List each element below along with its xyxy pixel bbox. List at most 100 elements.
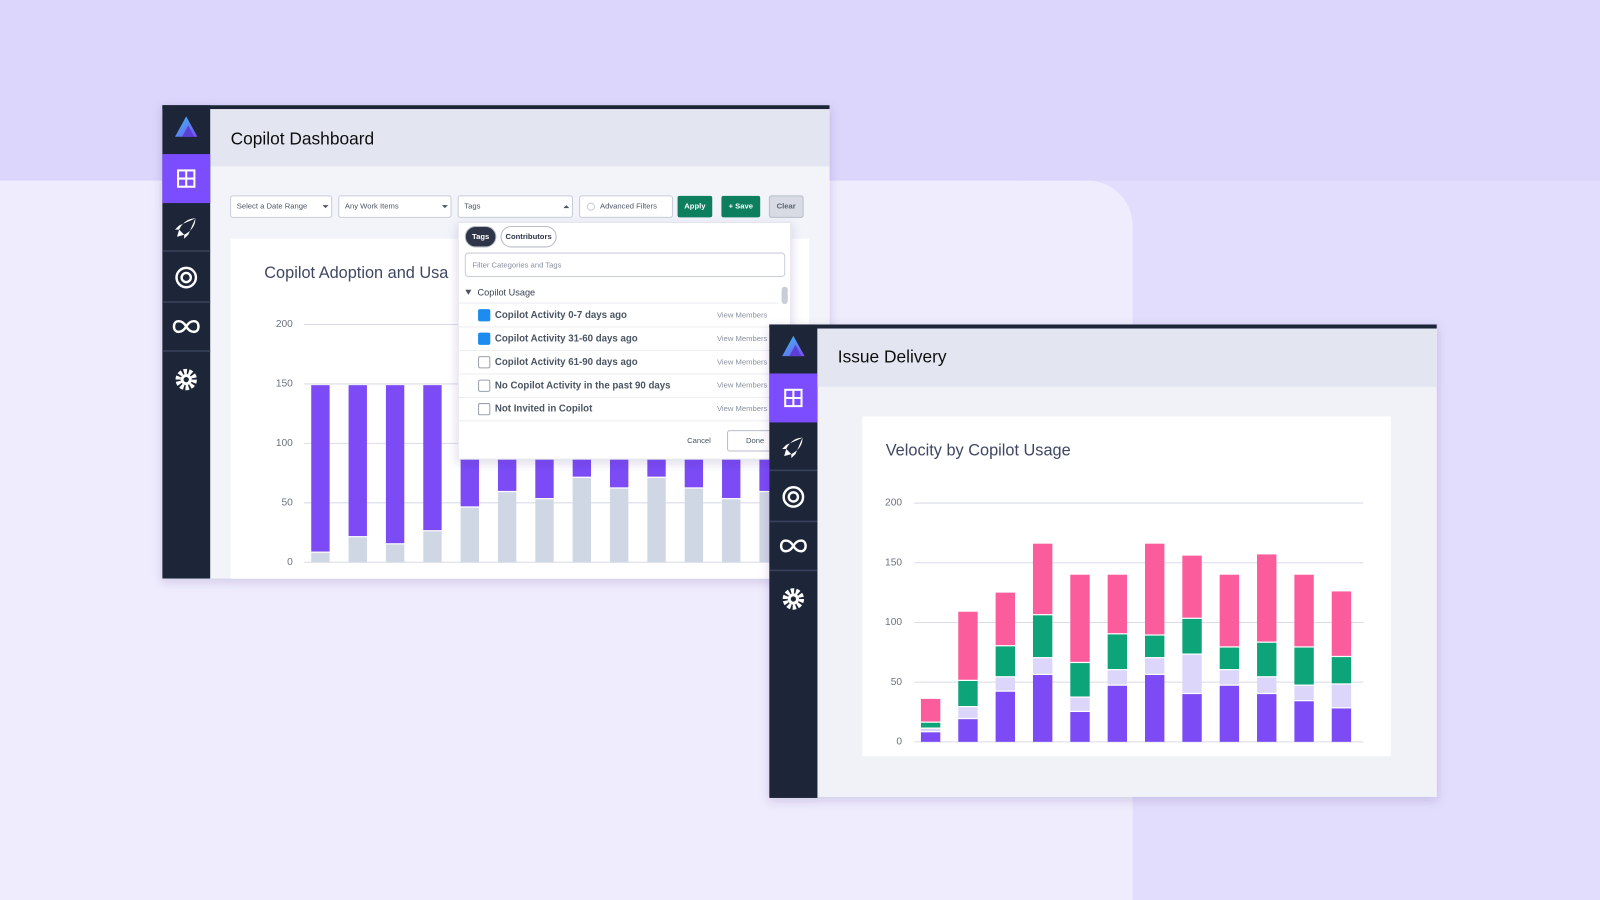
- header: [817, 328, 1437, 387]
- y-tick-label: 150: [276, 379, 293, 390]
- bar-segment: [1145, 543, 1165, 635]
- checkbox[interactable]: [478, 356, 491, 369]
- group-label: Copilot Usage: [478, 287, 536, 297]
- checkbox[interactable]: [478, 332, 491, 345]
- icon-part: [183, 376, 189, 383]
- bar-segment: [535, 499, 554, 563]
- icon-part: [175, 266, 198, 289]
- filter-label: Select a Date Range: [237, 202, 308, 211]
- checkbox[interactable]: [478, 379, 491, 392]
- bar-segment: [1182, 555, 1202, 618]
- nav-settings-icon[interactable]: [175, 368, 197, 391]
- button[interactable]: [768, 195, 804, 218]
- advanced-label: Advanced Filters: [600, 202, 657, 211]
- bar-segment: [1070, 663, 1090, 697]
- nav-dashboard-icon[interactable]: [177, 169, 196, 188]
- bar-segment: [1145, 675, 1165, 742]
- bar-segment: [995, 646, 1015, 677]
- bar-segment: [1219, 685, 1240, 742]
- window-copilot-dashboard: Copilot Dashboard Select a Date Range Any …: [162, 105, 830, 579]
- advanced-filters[interactable]: [579, 195, 673, 218]
- logo[interactable]: [782, 335, 805, 357]
- bar-segment: [920, 722, 941, 728]
- bar-segment: [385, 544, 405, 563]
- logo-inner: [789, 344, 802, 357]
- window-top-bar: [769, 324, 1437, 329]
- tab-pill[interactable]: [500, 226, 557, 248]
- item-label: Copilot Activity 0-7 days ago: [495, 310, 627, 321]
- bar-segment: [1032, 675, 1053, 742]
- icon-part: [180, 271, 193, 284]
- icon-part: [787, 491, 800, 503]
- nav-dashboard-icon[interactable]: [784, 388, 803, 408]
- bar-segment: [1257, 694, 1277, 742]
- bar-segment: [995, 592, 1015, 646]
- bar-segment: [1257, 642, 1277, 677]
- bar-segment: [385, 385, 405, 544]
- filter-select[interactable]: [338, 195, 452, 218]
- nav-target-icon[interactable]: [175, 266, 198, 289]
- bar-segment: [1257, 677, 1277, 693]
- view-members[interactable]: View Members: [717, 404, 768, 413]
- button-label: Clear: [777, 202, 796, 211]
- button[interactable]: [721, 195, 761, 218]
- bar-segment: [1070, 574, 1090, 662]
- bar-segment: [1331, 591, 1352, 656]
- nav-link-icon[interactable]: [172, 319, 200, 334]
- bar-segment: [497, 492, 517, 563]
- nav-rocket-icon[interactable]: [782, 437, 803, 459]
- logo[interactable]: [175, 116, 198, 137]
- view-members[interactable]: View Members: [717, 310, 768, 319]
- bar-segment: [995, 677, 1015, 691]
- bar-segment: [995, 691, 1015, 742]
- bar-segment: [958, 707, 978, 718]
- bar-segment: [722, 499, 741, 563]
- bar-segment: [423, 385, 442, 531]
- y-tick-label: 150: [885, 557, 902, 568]
- bar-segment: [1219, 647, 1240, 670]
- nav-rocket-icon[interactable]: [175, 218, 196, 239]
- bar-segment: [311, 552, 330, 563]
- icon-part: [790, 596, 797, 602]
- y-tick-label: 0: [287, 557, 293, 568]
- y-tick-label: 100: [276, 438, 293, 449]
- bar-segment: [1182, 654, 1202, 693]
- nav-settings-icon[interactable]: [782, 588, 805, 610]
- bar-segment: [1107, 670, 1128, 685]
- bar-segment: [1331, 657, 1352, 684]
- item-label: Copilot Activity 61-90 days ago: [495, 357, 638, 368]
- bar-segment: [1145, 658, 1165, 674]
- bar-segment: [1070, 712, 1090, 742]
- tab-pill[interactable]: [464, 226, 497, 248]
- bar-segment: [1182, 694, 1202, 742]
- bar-segment: [1032, 615, 1053, 658]
- view-members[interactable]: View Members: [717, 381, 768, 390]
- bar-segment: [1331, 708, 1352, 742]
- view-members[interactable]: View Members: [717, 357, 768, 366]
- checkbox[interactable]: [478, 403, 491, 416]
- view-members[interactable]: View Members: [717, 334, 768, 343]
- bar-segment: [920, 698, 941, 722]
- button-label: Apply: [684, 202, 706, 211]
- y-tick-label: 100: [885, 617, 902, 628]
- bar-segment: [958, 719, 978, 742]
- y-tick-label: 50: [282, 497, 294, 508]
- button[interactable]: [677, 195, 713, 218]
- filter-select[interactable]: [457, 195, 573, 218]
- tab-label: Contributors: [505, 232, 551, 241]
- bar-segment: [684, 488, 704, 563]
- bar-segment: [920, 732, 941, 742]
- cancel-button[interactable]: Cancel: [687, 436, 711, 445]
- nav-target-icon[interactable]: [782, 486, 805, 508]
- filter-select[interactable]: [230, 195, 333, 218]
- checkbox[interactable]: [478, 309, 491, 322]
- scrollbar: [781, 286, 788, 305]
- icon-part: [782, 486, 805, 508]
- group-caret: [465, 289, 472, 295]
- bar-segment: [423, 531, 442, 563]
- bar-segment: [647, 477, 666, 563]
- bar-segment: [1107, 574, 1128, 634]
- search-input[interactable]: [464, 252, 786, 278]
- nav-link-icon[interactable]: [779, 539, 807, 553]
